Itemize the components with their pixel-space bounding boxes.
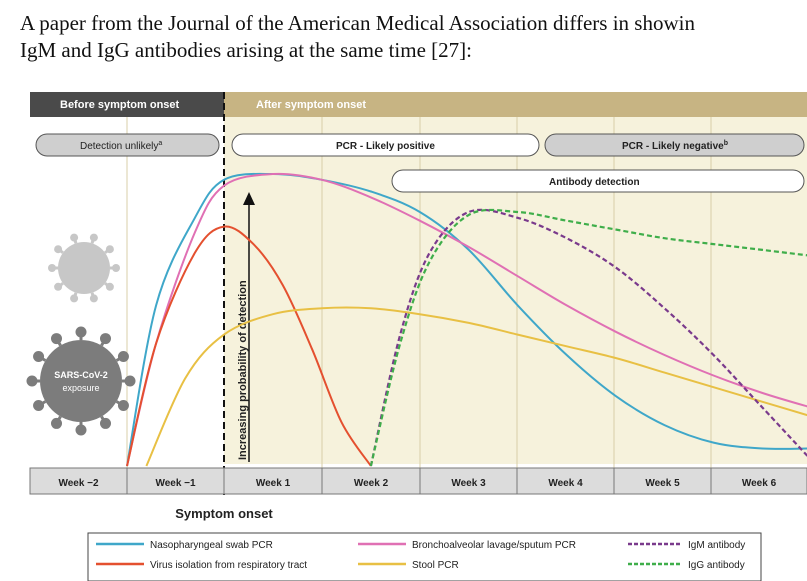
week-tick-label: Week 1 <box>256 478 291 489</box>
series-line-nasopharyngeal-swab-pcr <box>126 172 807 467</box>
week-tick-label: Week 3 <box>451 478 486 489</box>
week-tick-label: Week −2 <box>58 478 99 489</box>
chart-series <box>126 172 807 467</box>
virus-label-line-2: exposure <box>62 383 99 393</box>
virus-large-icon: SARS-CoV-2 exposure <box>26 326 136 436</box>
pill-pcr-likely-positive-label: PCR - Likely positive <box>336 141 435 152</box>
week-tick-label: Week −1 <box>155 478 196 489</box>
pill-antibody-detection <box>391 169 805 193</box>
virus-small-icon <box>48 233 120 303</box>
legend-label: Bronchoalveolar lavage/sputum PCR <box>412 540 576 551</box>
series-line-stool-pcr <box>145 306 807 467</box>
week-tick-label: Week 5 <box>645 478 680 489</box>
caption: A paper from the Journal of the American… <box>20 10 807 64</box>
legend-label: Virus isolation from respiratory tract <box>150 560 307 571</box>
week-tick-label: Week 6 <box>742 478 777 489</box>
after-onset-title: After symptom onset <box>256 99 366 111</box>
legend-label: IgM antibody <box>688 540 745 551</box>
pill-pcr-likely-positive <box>231 133 540 157</box>
pill-pcr-likely-negative <box>544 133 805 157</box>
after-onset-panel <box>224 117 807 464</box>
series-line-bronchoalveolar-lavage-sputum-pcr <box>126 172 807 467</box>
legend-label: IgG antibody <box>688 560 745 571</box>
virus-label-line-1: SARS-CoV-2 <box>54 370 108 380</box>
pill-antibody-detection-label: Antibody detection <box>549 177 640 188</box>
legend-box <box>87 532 762 581</box>
week-axis <box>29 467 807 495</box>
legend-label: Stool PCR <box>412 560 459 571</box>
series-line-virus-isolation-from-respiratory-tract <box>126 225 372 467</box>
week-tick-label: Week 4 <box>548 478 583 489</box>
caption-line-2: IgM and IgG antibodies arising at the sa… <box>20 38 472 62</box>
series-line-igg-antibody <box>369 208 807 467</box>
y-axis-arrowhead <box>243 192 255 205</box>
pill-pcr-likely-negative-label: PCR - Likely negativeb <box>622 140 728 152</box>
pill-detection-unlikely-label: Detection unlikelya <box>80 140 162 152</box>
legend-label: Nasopharyngeal swab PCR <box>150 540 273 551</box>
after-onset-header <box>224 92 807 117</box>
week-tick-label: Week 2 <box>354 478 389 489</box>
symptom-onset-label: Symptom onset <box>175 506 273 521</box>
week-axis-ticks: Week −2 Week −1 Week 1 Week 2 Week 3 Week 4 We… <box>58 468 777 494</box>
before-onset-header <box>30 92 224 117</box>
legend: Nasopharyngeal swab PCR Bronchoalveolar l… <box>96 540 745 571</box>
y-axis-label: Increasing probability of detection <box>237 280 249 460</box>
caption-line-1: A paper from the Journal of the American… <box>20 11 695 35</box>
series-line-igm-antibody <box>369 208 807 467</box>
before-onset-title: Before symptom onset <box>60 99 180 111</box>
pill-detection-unlikely <box>35 133 220 157</box>
